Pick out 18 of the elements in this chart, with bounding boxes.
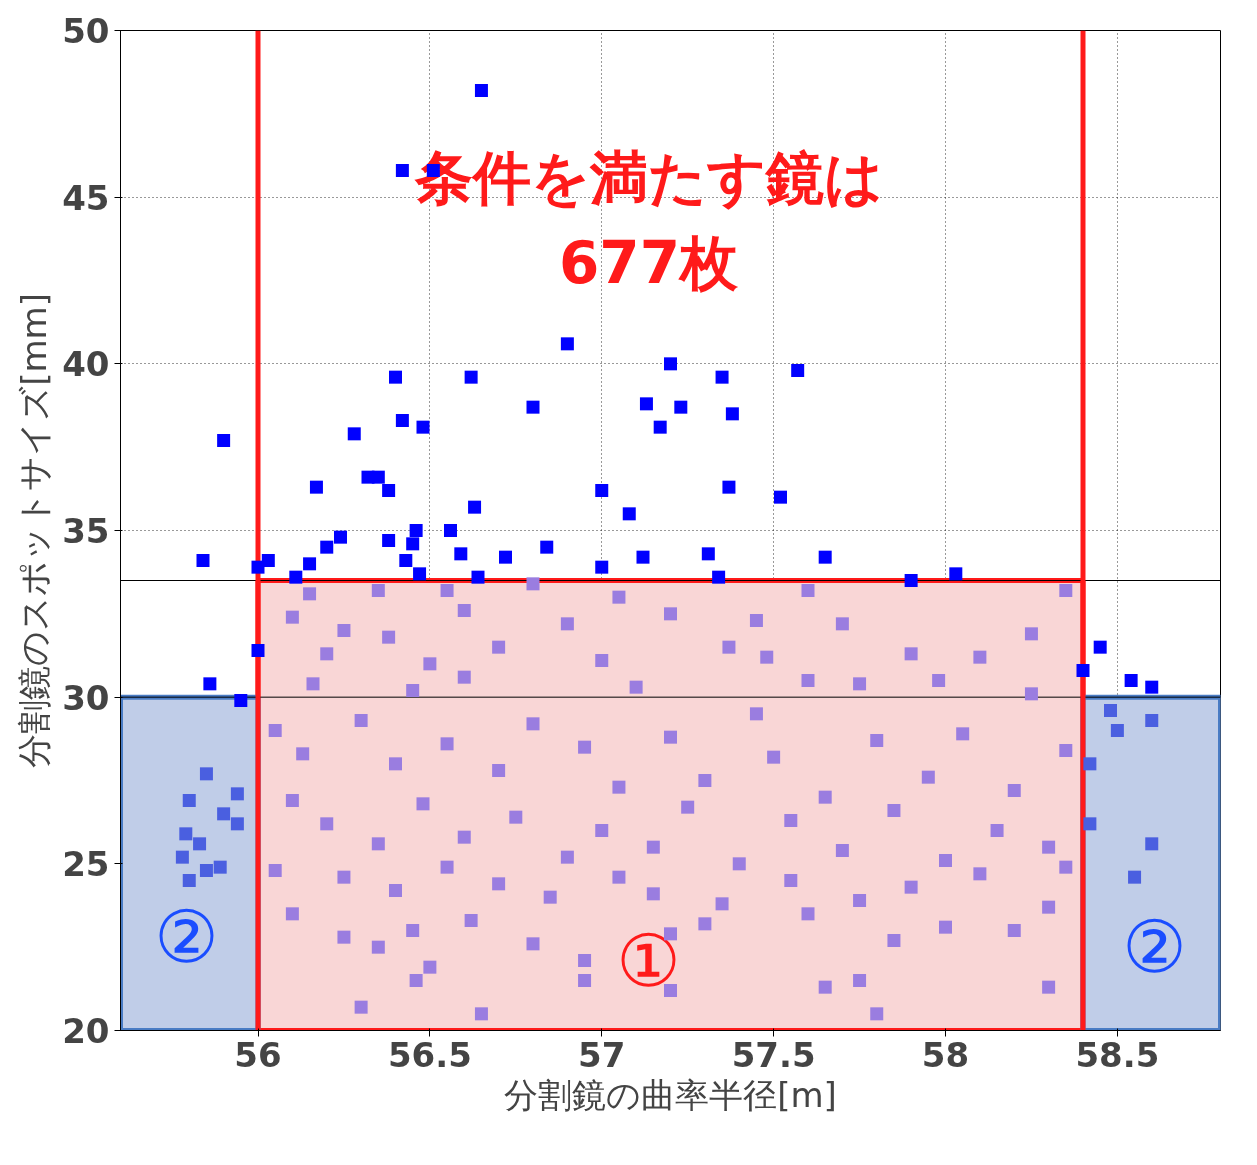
x-axis-title: 分割鏡の曲率半径[m] <box>504 1074 837 1115</box>
annotation: ② <box>1122 904 1187 989</box>
y-tick-label: 45 <box>62 177 110 218</box>
annotation: ② <box>154 894 219 979</box>
y-tick-label: 40 <box>62 344 110 385</box>
y-axis-title: 分割鏡のスポットサイズ[mm] <box>14 293 55 768</box>
x-tick-label: 56 <box>234 1034 282 1075</box>
y-tick-label: 35 <box>62 511 110 551</box>
y-tick-label: 30 <box>62 677 110 718</box>
y-tick-label: 25 <box>62 844 110 885</box>
x-tick-label: 57 <box>578 1034 626 1075</box>
annotation: ① <box>616 918 681 1003</box>
x-tick-label: 58 <box>921 1034 970 1075</box>
y-tick-label: 20 <box>62 1011 110 1051</box>
x-tick-label: 56.5 <box>387 1034 472 1075</box>
x-tick-label: 58.5 <box>1075 1034 1160 1075</box>
x-tick-label: 57.5 <box>731 1034 816 1075</box>
y-tick-label: 50 <box>62 11 110 51</box>
